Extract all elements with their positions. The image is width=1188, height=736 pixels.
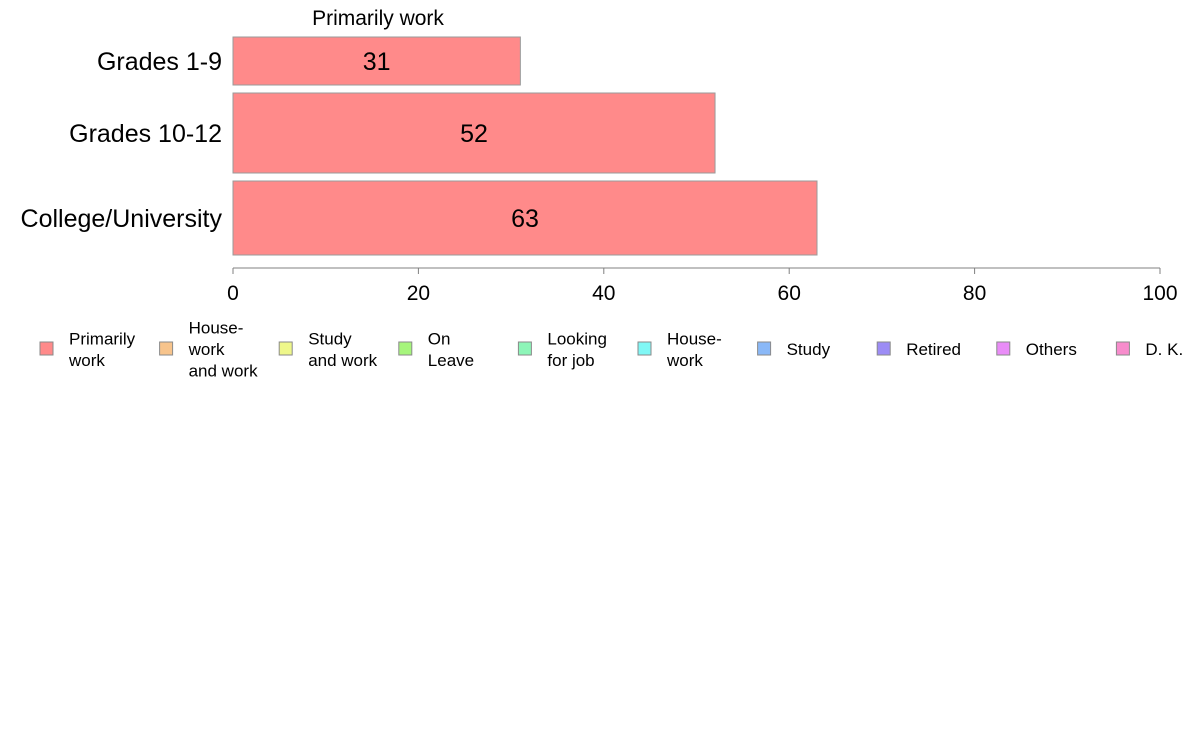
legend-item: Looking for job — [517, 329, 607, 370]
bar-value-label: 31 — [363, 48, 391, 76]
legend-label: Retired — [906, 340, 961, 359]
legend-swatch — [757, 341, 772, 356]
legend-swatch — [278, 341, 293, 356]
x-tick-label: 40 — [592, 282, 615, 305]
bar-value-label: 52 — [460, 120, 488, 148]
legend-label: House- — [667, 329, 722, 348]
bars-layer: Grades 1-9 31 Grades 10-12 52 College/Univer… — [21, 36, 818, 256]
legend-item: House-work — [637, 329, 722, 370]
legend-swatch — [517, 341, 532, 356]
legend-item: House-work and work — [159, 319, 258, 381]
x-axis: 0 20 40 60 80 100 — [227, 267, 1178, 305]
legend-item: Others — [996, 340, 1077, 359]
x-tick-label: 80 — [963, 282, 986, 305]
x-tick-label: 20 — [407, 282, 430, 305]
legend-label: Leave — [428, 351, 474, 370]
legend-label: for job — [547, 351, 594, 370]
legend-label: D. K. — [1145, 340, 1183, 359]
legend-swatch — [159, 341, 174, 356]
legend-swatch — [876, 341, 891, 356]
legend-label: Looking — [547, 329, 607, 348]
legend-label: Study — [787, 340, 831, 359]
bar-value-label: 63 — [511, 205, 539, 233]
legend-label: Study — [308, 329, 352, 348]
x-tick-label: 0 — [227, 282, 239, 305]
legend-swatch — [1115, 341, 1130, 356]
legend-label: and work — [189, 362, 258, 381]
legend-label: work — [68, 351, 105, 370]
legend-item: Primarily work — [39, 329, 136, 370]
legend-label: Others — [1026, 340, 1077, 359]
category-label: Grades 10-12 — [69, 120, 222, 148]
legend-label: House- — [189, 319, 244, 338]
x-tick-label: 60 — [778, 282, 801, 305]
legend-item: On Leave — [398, 329, 474, 370]
legend-swatch — [39, 341, 54, 356]
chart-title: Primarily work — [312, 7, 444, 30]
category-label: Grades 1-9 — [97, 48, 222, 76]
legend-item: Retired — [876, 340, 961, 359]
legend-label: work — [666, 351, 703, 370]
legend-label: and work — [308, 351, 377, 370]
legend-item: Study and work — [278, 329, 378, 370]
legend-swatch — [398, 341, 413, 356]
bar — [232, 180, 818, 256]
legend-swatch — [637, 341, 652, 356]
category-label: College/University — [21, 205, 223, 233]
bar — [232, 36, 521, 86]
x-tick-label: 100 — [1142, 282, 1177, 305]
bar — [232, 92, 716, 174]
legend-label: On — [428, 329, 451, 348]
legend-swatch — [996, 341, 1011, 356]
legend-label: Primarily — [69, 329, 136, 348]
legend-item: Study — [757, 340, 831, 359]
legend-label: work — [188, 340, 225, 359]
legend-item: D. K. — [1115, 340, 1183, 359]
